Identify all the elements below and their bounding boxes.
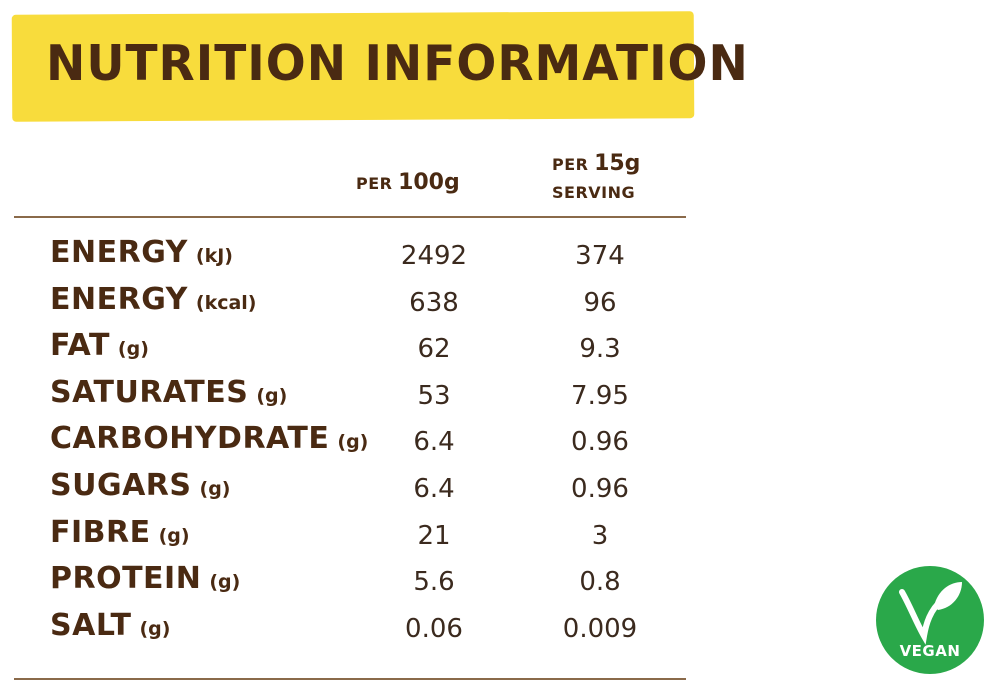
nutrient-label: SATURATES (g) — [50, 375, 287, 410]
value-per-100g: 6.4 — [413, 427, 455, 458]
column-header-serving-label: SERVING — [552, 183, 636, 202]
table-row: ENERGY (kJ) 2492 374 — [50, 235, 670, 282]
value-per-serving: 3 — [591, 520, 609, 551]
nutrient-unit: (kJ) — [195, 245, 233, 267]
value-per-100g: 638 — [409, 287, 459, 318]
column-header-prefix: PER — [356, 174, 393, 193]
nutrient-unit: (g) — [199, 477, 231, 500]
column-header-amount: 15g — [594, 151, 641, 176]
nutrient-name: FIBRE — [50, 514, 151, 550]
nutrient-name: PROTEIN — [50, 561, 202, 597]
table-row: FAT (g) 62 9.3 — [50, 328, 670, 375]
value-per-serving: 7.95 — [571, 380, 629, 411]
nutrient-unit: (g) — [139, 617, 171, 640]
nutrient-label: FAT (g) — [50, 328, 149, 363]
table-row: SUGARS (g) 6.4 0.96 — [50, 468, 670, 515]
nutrient-label: CARBOHYDRATE (g) — [50, 421, 368, 456]
value-per-100g: 0.06 — [405, 613, 463, 644]
value-per-serving: 0.96 — [571, 473, 629, 504]
value-per-serving: 374 — [575, 241, 625, 271]
nutrient-unit: (g) — [256, 384, 288, 407]
column-header-per-100g: PER 100g — [356, 170, 460, 195]
nutrient-unit: (kcal) — [195, 291, 257, 314]
value-per-100g: 62 — [417, 334, 451, 365]
value-per-serving: 0.009 — [562, 613, 638, 644]
table-row: SATURATES (g) 53 7.95 — [50, 375, 670, 422]
value-per-serving: 9.3 — [579, 334, 621, 365]
leaf-v-icon — [899, 582, 962, 645]
nutrient-name: FAT — [50, 328, 110, 364]
nutrient-name: SATURATES — [50, 374, 249, 410]
value-per-100g: 5.6 — [413, 567, 455, 598]
nutrient-unit: (g) — [209, 571, 241, 594]
nutrient-unit: (g) — [158, 524, 190, 547]
nutrition-table: ENERGY (kJ) 2492 374 ENERGY (kcal) 638 96 FAT (g)… — [50, 235, 670, 654]
vegan-label: VEGAN — [899, 642, 961, 660]
nutrient-unit: (g) — [117, 338, 149, 361]
vegan-badge: VEGAN — [876, 566, 984, 674]
nutrient-label: ENERGY (kcal) — [50, 282, 257, 317]
nutrient-name: ENERGY — [50, 281, 188, 317]
footer-divider — [14, 678, 686, 680]
nutrient-label: ENERGY (kJ) — [50, 235, 233, 270]
table-row: SALT (g) 0.06 0.009 — [50, 608, 670, 655]
table-row: PROTEIN (g) 5.6 0.8 — [50, 561, 670, 608]
value-per-100g: 6.4 — [413, 473, 455, 504]
column-header-per-serving: PER 15g SERVING — [552, 150, 640, 207]
value-per-serving: 0.96 — [571, 427, 629, 458]
nutrient-name: ENERGY — [50, 235, 188, 270]
page-title: NUTRITION INFORMATION — [46, 34, 749, 93]
value-per-serving: 0.8 — [579, 567, 621, 598]
nutrient-name: SALT — [50, 607, 132, 643]
table-row: CARBOHYDRATE (g) 6.4 0.96 — [50, 421, 670, 468]
column-header-amount: 100g — [398, 170, 460, 195]
column-header-prefix: PER — [552, 155, 589, 174]
table-row: FIBRE (g) 21 3 — [50, 515, 670, 562]
value-per-serving: 96 — [583, 287, 617, 318]
value-per-100g: 21 — [417, 520, 451, 551]
nutrient-label: PROTEIN (g) — [50, 561, 240, 596]
nutrient-name: SUGARS — [50, 467, 192, 503]
header-divider — [14, 216, 686, 218]
nutrient-label: SUGARS (g) — [50, 468, 230, 503]
value-per-100g: 2492 — [400, 241, 468, 271]
table-row: ENERGY (kcal) 638 96 — [50, 282, 670, 329]
nutrient-unit: (g) — [337, 431, 369, 454]
nutrient-label: FIBRE (g) — [50, 515, 190, 550]
nutrient-name: CARBOHYDRATE — [50, 421, 330, 457]
nutrient-label: SALT (g) — [50, 608, 170, 643]
value-per-100g: 53 — [417, 380, 451, 411]
